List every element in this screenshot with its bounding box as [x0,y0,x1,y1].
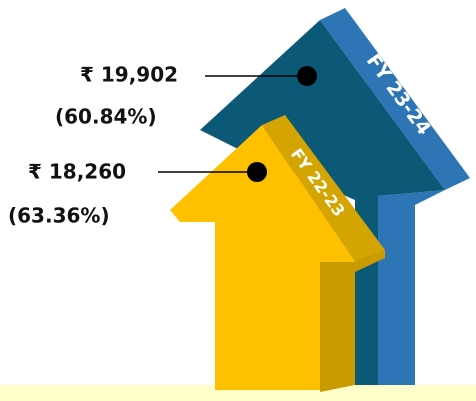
blue-arrow-banner [320,8,470,190]
blue-arrow-face [200,20,445,385]
percent-label: (60.84%) [55,105,157,129]
yellow-arrow-face [170,125,355,390]
percent-label: (63.36%) [8,204,110,228]
dot [297,66,317,86]
value-label: ₹ 18,260 [28,160,126,184]
yellow-arrow-side [320,250,385,392]
value-label: ₹ 19,902 [80,63,178,87]
blue-arrow-side [378,190,445,385]
bottom-strip [0,385,476,401]
yellow-arrow-banner [262,115,385,262]
dot [247,162,267,182]
